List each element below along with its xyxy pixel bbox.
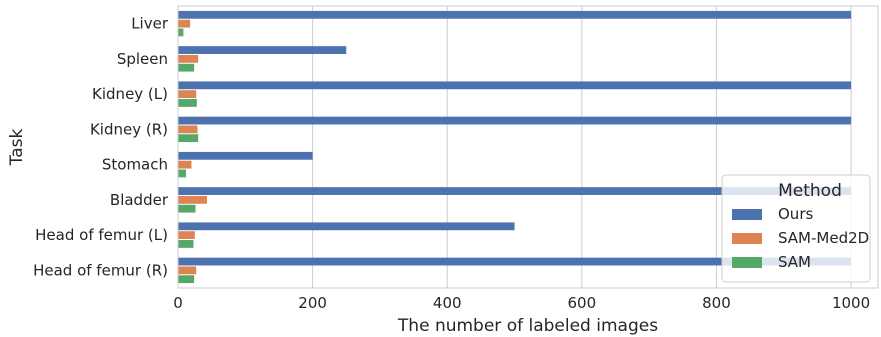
x-tick-label: 800 xyxy=(702,294,731,312)
bar-ours-spleen xyxy=(178,46,347,54)
bar-ours-head-of-femur-r- xyxy=(178,257,852,266)
bar-sam-med2d-spleen xyxy=(178,54,199,63)
legend-box xyxy=(721,174,871,283)
y-tick-label: Liver xyxy=(131,15,169,33)
y-tick-label: Stomach xyxy=(102,156,168,174)
bar-ours-stomach xyxy=(178,151,313,160)
bar-ours-liver xyxy=(178,10,852,19)
bar-sam-med2d-bladder xyxy=(178,195,207,204)
y-axis-title: Task xyxy=(7,129,27,167)
legend-title: Method xyxy=(778,181,842,201)
bar-sam-liver xyxy=(178,28,184,37)
y-tick-label: Head of femur (R) xyxy=(33,261,168,279)
bar-sam-med2d-head-of-femur-l- xyxy=(178,231,195,240)
x-tick-label: 400 xyxy=(433,294,462,312)
bar-ours-kidney-r- xyxy=(178,116,852,125)
x-tick-label: 1000 xyxy=(832,294,870,312)
bars xyxy=(178,10,852,284)
plot-frame xyxy=(177,5,879,289)
bar-sam-bladder xyxy=(178,204,196,213)
bar-sam-head-of-femur-r- xyxy=(178,275,195,284)
y-tick-label: Head of femur (L) xyxy=(35,226,168,244)
bar-sam-kidney-r- xyxy=(178,134,199,143)
bar-ours-kidney-l- xyxy=(178,81,852,90)
x-tick-label: 0 xyxy=(173,294,183,312)
legend-label: SAM-Med2D xyxy=(778,229,869,247)
y-tick-label: Spleen xyxy=(117,50,168,68)
bar-sam-med2d-head-of-femur-r- xyxy=(178,266,197,275)
bar-ours-bladder xyxy=(178,187,852,195)
x-axis-title: The number of labeled images xyxy=(397,316,658,336)
bar-sam-med2d-stomach xyxy=(178,160,192,169)
legend: Method Ours SAM-Med2D SAM xyxy=(721,174,871,283)
legend-swatch-sam xyxy=(732,257,762,268)
x-tick-labels: 0 200 400 600 800 1000 xyxy=(173,294,870,312)
y-tick-label: Kidney (R) xyxy=(90,120,168,138)
bar-sam-spleen xyxy=(178,63,195,72)
x-tick-label: 600 xyxy=(568,294,597,312)
x-tick-label: 200 xyxy=(298,294,327,312)
bar-sam-med2d-liver xyxy=(178,19,191,28)
bar-sam-kidney-l- xyxy=(178,99,197,107)
legend-swatch-sam-med2d xyxy=(732,233,762,244)
bar-sam-med2d-kidney-l- xyxy=(178,90,197,99)
bar-sam-stomach xyxy=(178,169,187,178)
plot-border xyxy=(177,5,879,289)
bar-ours-head-of-femur-l- xyxy=(178,222,515,231)
bar-sam-med2d-kidney-r- xyxy=(178,125,198,134)
legend-label: Ours xyxy=(778,205,813,223)
legend-label: SAM xyxy=(778,253,811,271)
y-tick-label: Bladder xyxy=(110,191,169,209)
bar-sam-head-of-femur-l- xyxy=(178,240,194,248)
legend-swatch-ours xyxy=(732,209,762,220)
y-tick-labels: Liver Spleen Kidney (L) Kidney (R) Stomach Bl… xyxy=(33,15,169,280)
y-tick-label: Kidney (L) xyxy=(92,85,168,103)
